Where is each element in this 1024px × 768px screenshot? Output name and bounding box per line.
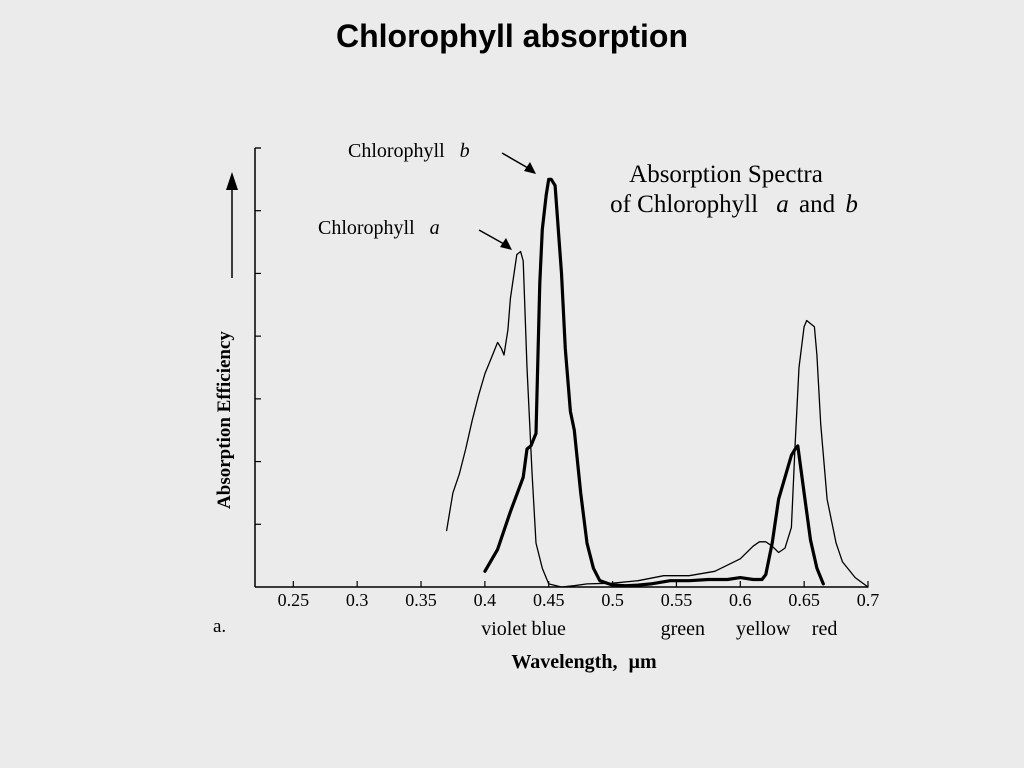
series-b-pointer-line [501,152,529,169]
color-band-label-green: green [661,618,705,640]
color-band-label-violet: violet [481,618,527,640]
x-tick-label: 0.55 [661,590,693,610]
x-tick-label: 0.6 [729,590,752,610]
series-b-pointer-arrow-icon [524,162,536,174]
y-axis-label: Absorption Efficiency [214,331,235,509]
series-line-chlorophyll-a [445,250,869,588]
series-a-annotation-name: Chlorophyll [318,217,415,239]
x-tick-label: 0.35 [405,590,437,610]
x-tick-label: 0.25 [278,590,310,610]
series-layer [445,177,869,588]
series-line-chlorophyll-b [483,177,825,588]
chart-title-and: and [799,191,836,218]
x-axis-label-unit: µm [628,651,657,673]
x-tick-label: 0.7 [857,590,880,610]
color-band-label-blue: blue [532,618,567,640]
color-band-label-yellow: yellow [736,618,791,640]
series-a-annotation-letter: a [430,217,440,239]
x-tick-label: 0.3 [346,590,369,610]
series-a-pointer-line [478,229,505,245]
color-band-label-red: red [812,618,838,640]
x-tick-label: 0.45 [533,590,565,610]
x-tick-label: 0.65 [788,590,820,610]
chart-title-a: a [776,191,789,218]
chart-title-prefix: of Chlorophyll [610,191,758,218]
chart-title-line1: Absorption Spectra [629,161,823,188]
series-b-annotation: Chlorophyll b [348,140,470,162]
x-axis-label-text: Wavelength, [511,651,617,673]
series-b-annotation-letter: b [460,140,470,162]
x-tick-label: 0.4 [474,590,497,610]
slide-title: Chlorophyll absorption [336,18,688,54]
series-a-pointer-arrow-icon [500,238,512,250]
series-b-annotation-name: Chlorophyll [348,140,445,162]
panel-label: a. [213,616,226,637]
chart-title-line2: of Chlorophyll a and b [610,191,858,218]
x-axis-label: Wavelength, µm [511,651,657,673]
series-a-annotation: Chlorophyll a [318,217,440,239]
chart-title-b: b [845,191,858,218]
x-tick-label: 0.5 [601,590,624,610]
y-axis-arrow-head-icon [226,172,238,190]
